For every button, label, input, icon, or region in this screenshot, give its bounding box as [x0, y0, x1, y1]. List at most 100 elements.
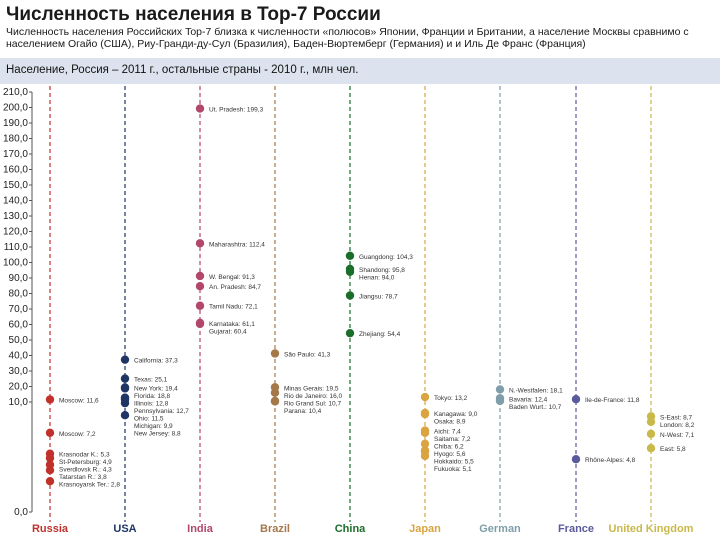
x-axis-label: USA — [113, 523, 136, 535]
data-label: Hyogo: 5,6 — [434, 451, 466, 458]
data-point — [495, 385, 505, 394]
data-label: N.-Westfalen: 18,1 — [509, 387, 563, 394]
data-label: Shandong: 95,8 — [359, 267, 405, 274]
data-label: Tatarstan R.: 3,8 — [59, 474, 107, 481]
data-label: Minas Gerais: 19,5 — [284, 385, 339, 392]
x-axis-label: United Kingdom — [609, 523, 694, 535]
y-tick-label: 20,0 — [9, 382, 29, 393]
data-point — [45, 453, 55, 463]
y-tick-label: 80,0 — [9, 289, 29, 300]
data-label: Saitama: 7,2 — [434, 436, 471, 443]
data-point — [571, 395, 581, 404]
data-label: Osaka: 8,9 — [434, 419, 466, 426]
data-label: Florida: 18,8 — [134, 393, 171, 400]
data-label: New Jersey: 8,8 — [134, 430, 181, 437]
y-tick-label: 60,0 — [9, 320, 29, 331]
data-label: Texas: 25,1 — [134, 377, 168, 384]
data-point — [195, 282, 205, 291]
y-tick-label: 150,0 — [3, 180, 28, 191]
data-label: Zhejiang: 54,4 — [359, 331, 401, 338]
data-label: New York: 19,4 — [134, 385, 178, 392]
data-label: Aichi: 7,4 — [434, 429, 461, 436]
x-axis-label: France — [558, 523, 594, 535]
data-point — [195, 271, 205, 281]
data-label: Michigan: 9,9 — [134, 423, 173, 430]
data-label: Kanagawa: 9,0 — [434, 411, 478, 418]
x-axis-label: Japan — [409, 523, 441, 535]
data-point — [420, 451, 430, 461]
data-point — [420, 409, 430, 419]
data-label: Guangdong: 104,3 — [359, 254, 413, 261]
data-label: Jiangsu: 78,7 — [359, 294, 398, 301]
column-india: Ut. Pradesh: 199,3 Maharashtra: 112,4 W. B… — [195, 86, 265, 522]
y-tick-label: 50,0 — [9, 335, 29, 346]
data-point — [646, 444, 656, 453]
y-tick-label: 0,0 — [14, 507, 28, 518]
data-label: Tokyo: 13,2 — [434, 395, 468, 402]
x-axis-label: Russia — [32, 523, 69, 535]
data-label: Ut. Pradesh: 199,3 — [209, 107, 264, 114]
y-axis: 10,0 20,0 30,0 40,0 50,0 60,0 70,0 80,0 90,0 100,… — [3, 87, 33, 518]
column-russia: Moscow: 11,6 Moscow: 7,2 Krasnodar K.: 5,3… — [45, 86, 120, 522]
x-axis-labels: Russia USA India Brazil China Japan German Fran… — [32, 523, 694, 535]
data-label: Sverdlovsk R.: 4,3 — [59, 467, 112, 474]
x-axis-label: German — [479, 523, 521, 535]
data-point — [345, 251, 355, 261]
data-point — [420, 392, 430, 402]
data-point — [345, 291, 355, 300]
y-tick-label: 120,0 — [3, 227, 28, 238]
page-subtitle: Численность населения Российских Top-7 б… — [6, 26, 689, 50]
chart-caption: Население, Россия – 2011 г., остальные с… — [6, 64, 359, 76]
data-label: Bavaria: 12,4 — [509, 396, 548, 403]
data-label: An. Pradesh: 84,7 — [209, 284, 261, 291]
data-label: Rio de Janeiro: 16,0 — [284, 393, 343, 400]
data-point — [571, 455, 581, 464]
y-tick-label: 100,0 — [3, 258, 28, 269]
data-point — [195, 104, 205, 113]
data-label: Parana: 10,4 — [284, 408, 322, 415]
data-point — [270, 349, 280, 358]
y-tick-label: 130,0 — [3, 211, 28, 222]
data-label: Ohio: 11,5 — [134, 415, 164, 422]
data-point — [270, 397, 280, 406]
data-label: London: 8,2 — [660, 422, 695, 429]
data-label: Maharashtra: 112,4 — [209, 241, 265, 248]
data-label: Fukuoka: 5,1 — [434, 466, 472, 473]
data-label: Chiba: 6,2 — [434, 444, 464, 451]
data-label: S-East: 8,7 — [660, 414, 693, 421]
y-tick-label: 210,0 — [3, 87, 28, 98]
data-point — [195, 239, 205, 248]
y-tick-label: 70,0 — [9, 304, 29, 315]
y-tick-label: 110,0 — [4, 242, 29, 253]
data-point — [195, 319, 205, 329]
data-point — [270, 388, 280, 397]
data-label: W. Bengal: 91,3 — [209, 274, 255, 281]
data-point — [120, 374, 130, 383]
data-point — [345, 267, 355, 276]
column-france: Ile-de-France: 11,8 Rhône-Alpes: 4,8 — [571, 86, 640, 522]
y-tick-label: 90,0 — [9, 273, 29, 284]
y-tick-label: 30,0 — [9, 366, 29, 377]
data-point — [420, 439, 430, 448]
data-label: São Paulo: 41,3 — [284, 351, 331, 358]
data-point — [195, 301, 205, 310]
y-tick-label: 160,0 — [3, 165, 28, 176]
y-tick-label: 180,0 — [3, 134, 28, 145]
data-label: Moscow: 11,6 — [59, 398, 99, 405]
y-tick-label: 40,0 — [9, 351, 29, 362]
data-label: Gujarat: 60,4 — [209, 328, 247, 335]
data-label: Hokkaido: 5,5 — [434, 459, 474, 466]
data-label: N-West: 7,1 — [660, 432, 695, 439]
data-label: Baden Wurt.: 10,7 — [509, 404, 562, 411]
data-point — [345, 328, 355, 338]
data-point — [120, 398, 130, 408]
page-title: Численность населения в Top-7 России — [6, 4, 381, 25]
y-tick-label: 10,0 — [9, 397, 29, 408]
data-point — [495, 396, 505, 406]
y-tick-label: 140,0 — [3, 196, 28, 207]
data-point — [45, 477, 55, 486]
